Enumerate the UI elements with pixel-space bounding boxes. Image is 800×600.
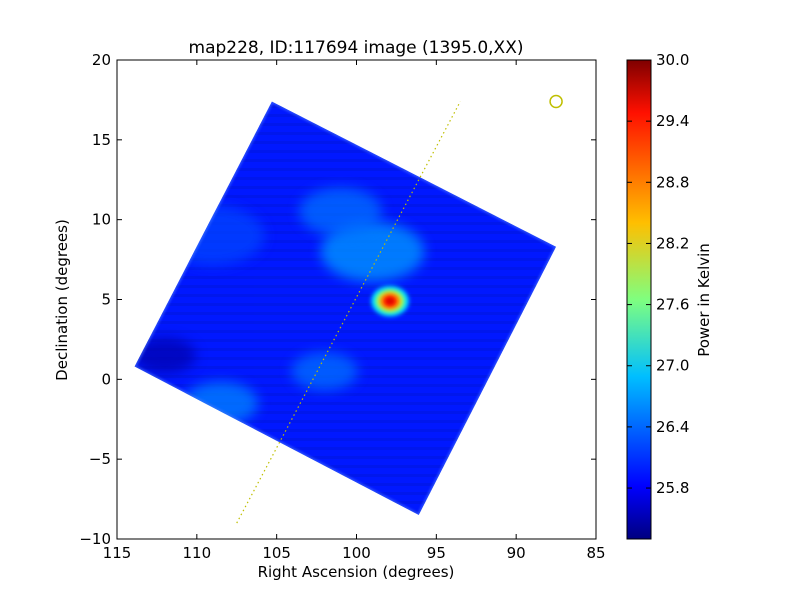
x-tick-label: 90 [507, 544, 526, 562]
scan-stripe [134, 411, 557, 414]
colorbar-tick-label: 28.2 [656, 234, 689, 252]
colorbar-label: Power in Kelvin [695, 243, 713, 357]
scan-stripe [134, 159, 557, 162]
scan-stripe [134, 321, 557, 324]
colorbar: 30.0 29.4 28.8 28.2 27.6 27.0 26.4 25.8 Power i… [626, 51, 713, 540]
colorbar-tick-label: 28.8 [656, 173, 689, 191]
scan-stripe [134, 276, 557, 279]
scan-stripe [134, 339, 557, 342]
scan-stripe [134, 303, 557, 306]
scan-stripe [134, 168, 557, 171]
diffuse-emission [291, 352, 358, 391]
scan-stripe [134, 312, 557, 315]
x-tick-label: 95 [427, 544, 446, 562]
colorbar-tick-label: 29.4 [656, 112, 689, 130]
colorbar-tick-label: 30.0 [656, 51, 689, 69]
scan-stripe [134, 285, 557, 288]
scan-stripe [134, 393, 557, 396]
y-tick-label: 20 [92, 51, 111, 69]
chart-title: map228, ID:117694 image (1395.0,XX) [189, 38, 524, 58]
colorbar-gradient [626, 59, 652, 540]
source-peak [371, 285, 409, 317]
scan-stripe [134, 447, 557, 450]
y-axis-label: Declination (degrees) [53, 219, 71, 381]
y-tick-label: −10 [79, 530, 111, 548]
x-tick-label: 110 [183, 544, 212, 562]
colorbar-tick-label: 27.6 [656, 296, 689, 314]
y-tick-label: 5 [101, 291, 111, 309]
scan-stripe [134, 438, 557, 441]
scan-stripe [134, 402, 557, 405]
scan-stripe [134, 429, 557, 432]
y-axis: 20 15 10 5 0 −5 −10 [79, 51, 596, 548]
galactic-plane-line [236, 101, 461, 524]
scan-stripe [134, 186, 557, 189]
diffuse-emission [299, 187, 383, 236]
x-axis: 115 110 105 100 95 90 85 [103, 60, 606, 562]
scan-stripe [134, 456, 557, 459]
source-contour [386, 298, 394, 305]
scan-stripe [134, 150, 557, 153]
marker-circle [549, 94, 563, 109]
scan-stripe [134, 177, 557, 180]
colorbar-tick-label: 25.8 [656, 479, 689, 497]
x-tick-label: 115 [103, 544, 132, 562]
overlay-layer [236, 94, 563, 524]
scan-stripe [134, 348, 557, 351]
colorbar-tick-label: 26.4 [656, 418, 689, 436]
scan-stripe [134, 420, 557, 423]
scan-stripe [134, 330, 557, 333]
scan-stripe [134, 294, 557, 297]
scan-stripe [134, 465, 557, 468]
y-tick-label: 10 [92, 211, 111, 229]
y-tick-label: 0 [101, 370, 111, 388]
x-tick-label: 85 [586, 544, 605, 562]
x-axis-label: Right Ascension (degrees) [258, 563, 455, 581]
y-tick-label: −5 [89, 450, 111, 468]
diffuse-emission [134, 337, 197, 374]
map-edge [134, 101, 557, 516]
colorbar-ticks: 30.0 29.4 28.8 28.2 27.6 27.0 26.4 25.8 [627, 51, 689, 497]
scan-stripe [134, 141, 557, 144]
x-tick-label: 100 [342, 544, 371, 562]
x-tick-label: 105 [262, 544, 291, 562]
y-tick-label: 15 [92, 131, 111, 149]
diffuse-emission [320, 221, 425, 282]
colorbar-tick-label: 27.0 [656, 357, 689, 375]
